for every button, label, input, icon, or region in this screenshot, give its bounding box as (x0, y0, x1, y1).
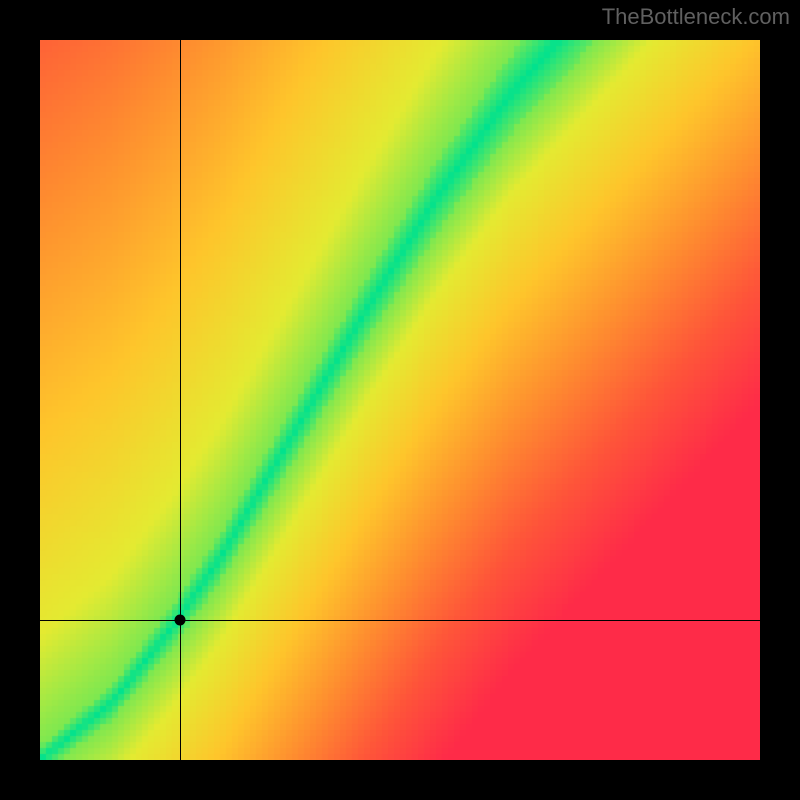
marker-dot (175, 614, 186, 625)
crosshair-vertical (180, 40, 181, 760)
heatmap-plot (40, 40, 760, 760)
heatmap-canvas (40, 40, 760, 760)
crosshair-horizontal (40, 620, 760, 621)
watermark: TheBottleneck.com (602, 4, 790, 30)
